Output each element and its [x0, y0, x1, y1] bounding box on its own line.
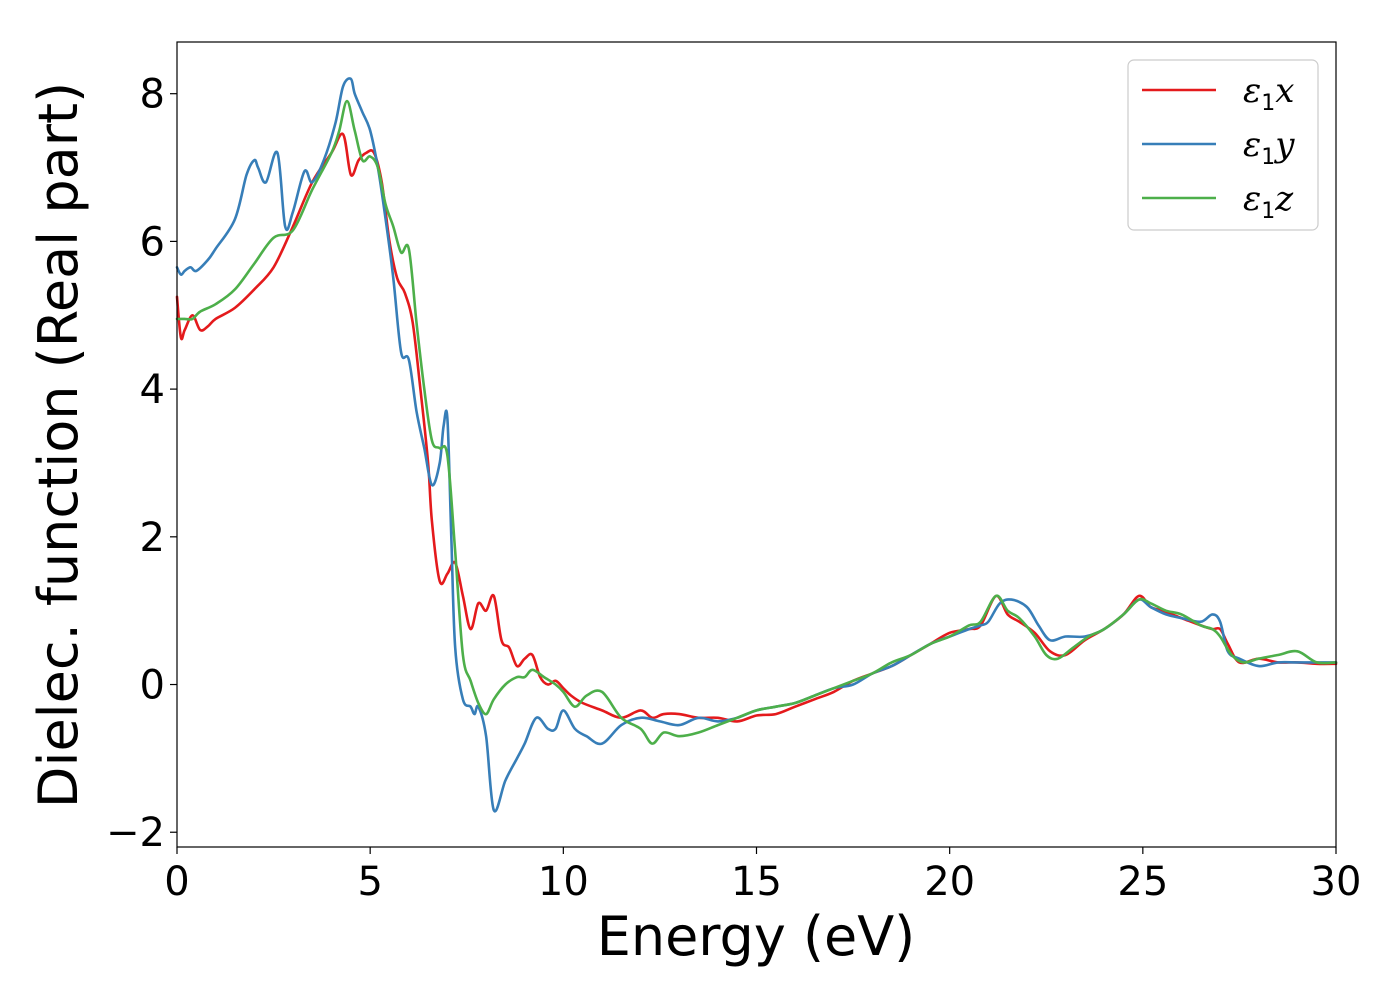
y-tick-label: 8 [140, 72, 165, 118]
legend-label-y: ε1y [1243, 125, 1295, 170]
x-axis-ticks: 0 5 10 15 20 25 30 [164, 847, 1361, 905]
legend: ε1x ε1y ε1z [1127, 59, 1319, 231]
x-tick-label: 0 [164, 859, 189, 905]
x-tick-label: 15 [731, 859, 782, 905]
y-tick-label: 4 [140, 367, 165, 413]
plot-lines [175, 77, 1338, 813]
x-tick-label: 5 [357, 859, 382, 905]
y-tick-label: 2 [140, 515, 165, 561]
y-axis-ticks: −2 0 2 4 6 8 [106, 72, 177, 856]
series-line-y [175, 77, 1338, 813]
y-axis-label: Dielec. function (Real part) [27, 82, 90, 808]
legend-label-z: ε1z [1243, 179, 1294, 224]
series-line-z [175, 99, 1338, 745]
y-tick-label: −2 [106, 810, 165, 856]
legend-label-x: ε1x [1243, 71, 1294, 116]
x-axis-label: Energy (eV) [597, 905, 916, 968]
x-tick-label: 25 [1117, 859, 1168, 905]
y-tick-label: 6 [140, 219, 165, 265]
legend-box [1127, 59, 1319, 231]
y-tick-label: 0 [140, 663, 165, 709]
x-tick-label: 20 [924, 859, 975, 905]
x-tick-label: 30 [1311, 859, 1362, 905]
x-tick-label: 10 [538, 859, 589, 905]
